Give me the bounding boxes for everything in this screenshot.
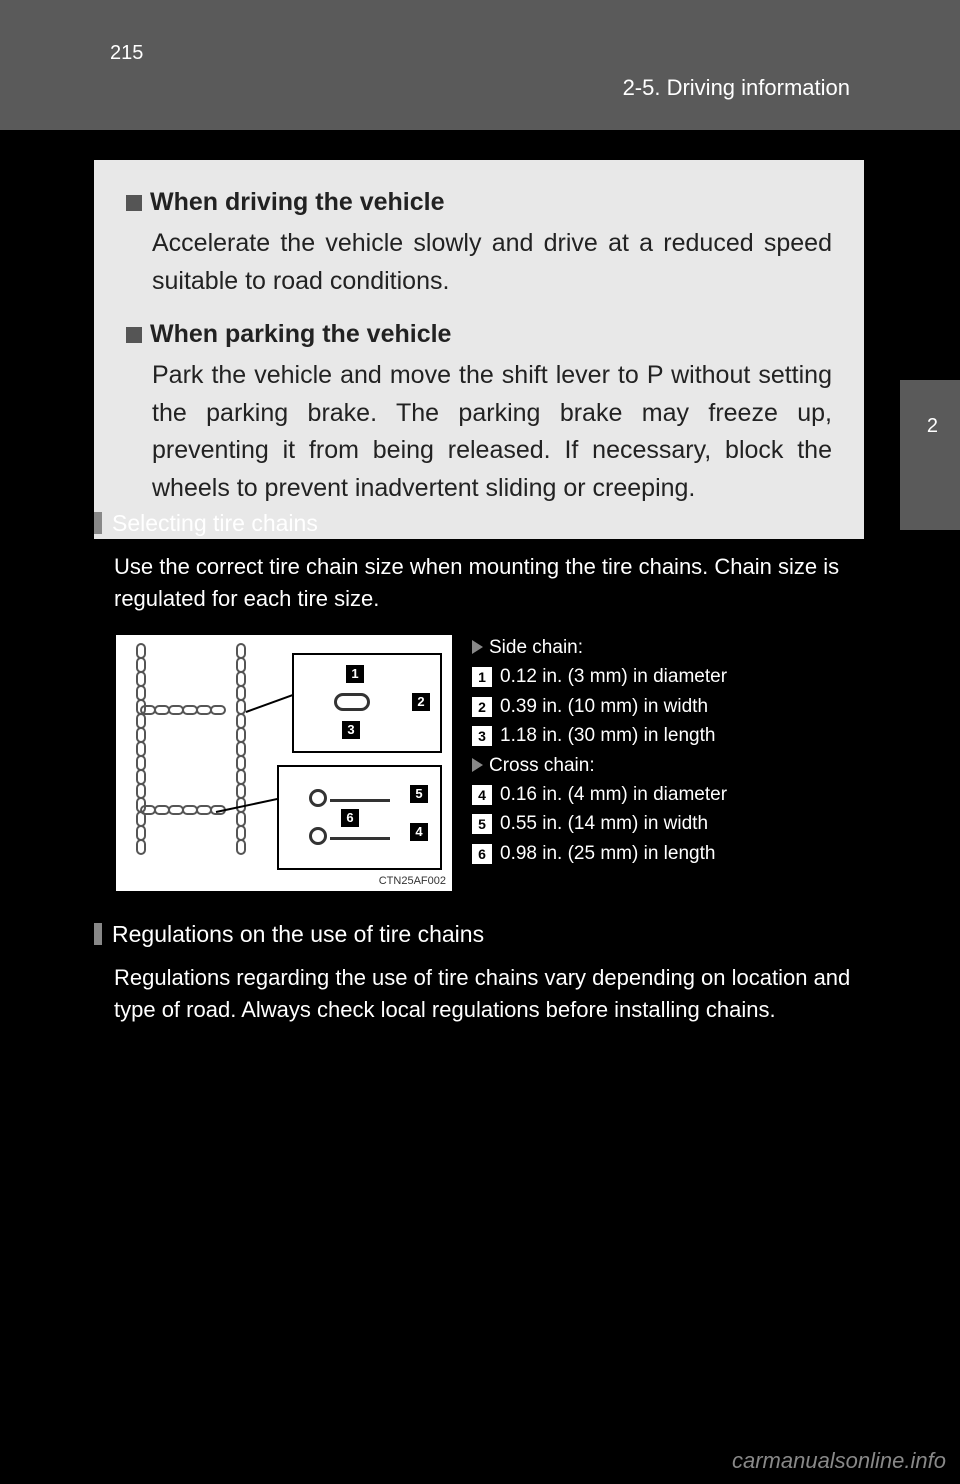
box-body-driving: Accelerate the vehicle slowly and drive … xyxy=(152,225,832,300)
figure-row: 1 2 3 5 6 4 CTN25AF002 Side chain: 1 0.12… xyxy=(114,633,864,893)
callout-side-chain: 1 2 3 xyxy=(292,653,442,753)
measure-3: 1.18 in. (30 mm) in length xyxy=(500,725,715,746)
dim-label-2: 2 xyxy=(412,693,430,711)
num-6-icon: 6 xyxy=(472,844,492,864)
side-chain-label: Side chain: xyxy=(489,637,583,658)
box-heading-parking: When parking the vehicle xyxy=(126,320,832,349)
num-5-icon: 5 xyxy=(472,814,492,834)
dim-label-6: 6 xyxy=(341,809,359,827)
section-bar-icon xyxy=(94,923,102,945)
measure-6: 0.98 in. (25 mm) in length xyxy=(500,843,715,864)
measure-row: 4 0.16 in. (4 mm) in diameter xyxy=(472,780,727,809)
watermark: carmanualsonline.info xyxy=(732,1448,946,1474)
measure-4: 0.16 in. (4 mm) in diameter xyxy=(500,784,727,805)
measurement-list: Side chain: 1 0.12 in. (3 mm) in diameter… xyxy=(472,633,727,869)
chapter-tab-number: 2 xyxy=(927,415,938,438)
measure-5: 0.55 in. (14 mm) in width xyxy=(500,813,708,834)
cross-link-icon xyxy=(309,789,327,807)
box-heading-driving: When driving the vehicle xyxy=(126,188,832,217)
section-bar-icon xyxy=(94,512,102,534)
chain-link-icon xyxy=(334,693,370,711)
header-section-label: 2-5. Driving information xyxy=(623,75,850,101)
num-4-icon: 4 xyxy=(472,785,492,805)
chain-diagram: 1 2 3 5 6 4 CTN25AF002 xyxy=(114,633,454,893)
square-bullet-icon xyxy=(126,195,142,211)
dim-label-4: 4 xyxy=(410,823,428,841)
measure-row: 2 0.39 in. (10 mm) in width xyxy=(472,692,727,721)
triangle-icon xyxy=(472,758,483,772)
dim-label-5: 5 xyxy=(410,785,428,803)
chain-vertical xyxy=(136,643,148,883)
chain-vertical xyxy=(236,643,248,883)
dim-label-3: 3 xyxy=(342,721,360,739)
cross-link-icon xyxy=(309,827,327,845)
num-2-icon: 2 xyxy=(472,697,492,717)
cross-chain-row: Cross chain: xyxy=(472,751,727,780)
regulations-section: Regulations on the use of tire chains Re… xyxy=(94,921,864,1026)
side-chain-row: Side chain: xyxy=(472,633,727,662)
chain-horizontal xyxy=(140,705,240,717)
measure-1: 0.12 in. (3 mm) in diameter xyxy=(500,666,727,687)
box-body-parking: Park the vehicle and move the shift leve… xyxy=(152,357,832,507)
callout-cross-chain: 5 6 4 xyxy=(277,765,442,870)
num-3-icon: 3 xyxy=(472,726,492,746)
measure-row: 1 0.12 in. (3 mm) in diameter xyxy=(472,662,727,691)
box-heading-text: When parking the vehicle xyxy=(150,320,451,348)
dim-label-1: 1 xyxy=(346,665,364,683)
measure-row: 6 0.98 in. (25 mm) in length xyxy=(472,839,727,868)
square-bullet-icon xyxy=(126,327,142,343)
section-title-chains: Selecting tire chains xyxy=(94,510,864,537)
box-heading-text: When driving the vehicle xyxy=(150,188,445,216)
section-intro-chains: Use the correct tire chain size when mou… xyxy=(114,551,864,615)
measure-row: 5 0.55 in. (14 mm) in width xyxy=(472,809,727,838)
num-1-icon: 1 xyxy=(472,667,492,687)
page-number: 215 xyxy=(110,42,143,65)
section-title-regulations: Regulations on the use of tire chains xyxy=(94,921,864,948)
section-title-text: Selecting tire chains xyxy=(112,510,318,536)
triangle-icon xyxy=(472,640,483,654)
measure-row: 3 1.18 in. (30 mm) in length xyxy=(472,721,727,750)
measure-2: 0.39 in. (10 mm) in width xyxy=(500,696,708,717)
highlight-box: When driving the vehicle Accelerate the … xyxy=(94,160,864,539)
callout-pointer xyxy=(246,694,294,713)
figure-code: CTN25AF002 xyxy=(379,875,446,887)
header-bar xyxy=(0,0,960,130)
chapter-tab xyxy=(900,380,960,530)
cross-chain-label: Cross chain: xyxy=(489,755,595,776)
main-content: Selecting tire chains Use the correct ti… xyxy=(94,510,864,1044)
section-title-text: Regulations on the use of tire chains xyxy=(112,921,484,947)
section-body-regulations: Regulations regarding the use of tire ch… xyxy=(114,962,864,1026)
